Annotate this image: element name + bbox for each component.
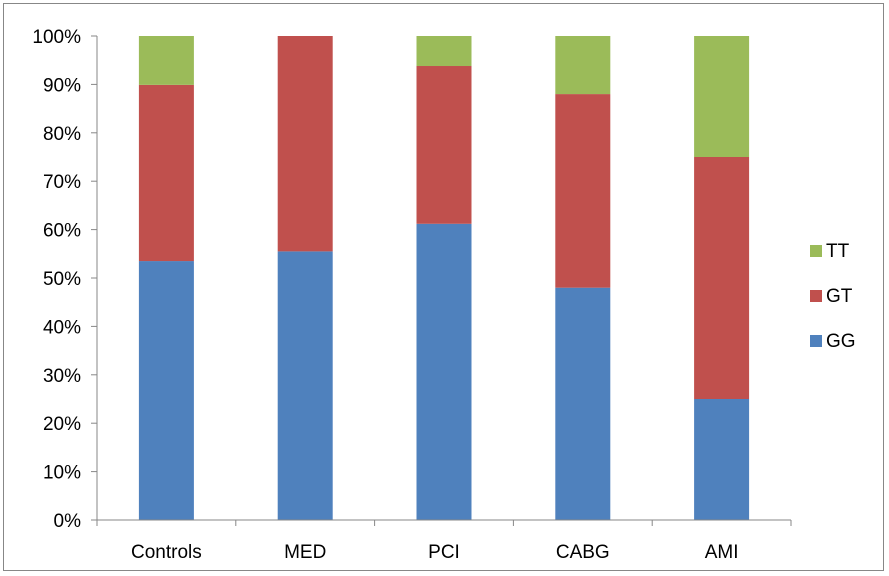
y-tick-label: 50%: [43, 269, 81, 290]
legend-label-gt: GT: [826, 286, 853, 307]
bars-group: [138, 36, 750, 521]
bar-gt-med: [277, 36, 333, 252]
bar-gt-pci: [416, 66, 472, 224]
y-tick-label: 100%: [32, 27, 81, 48]
y-tick-label: 80%: [43, 124, 81, 145]
y-tick-label: 20%: [43, 414, 81, 435]
x-tick-label: Controls: [131, 542, 202, 563]
y-ticks-group: 0% 10% 20% 30% 40% 50% 60% 70% 80% 90% 100%: [32, 27, 81, 532]
bar-tt-ami: [694, 36, 750, 157]
bar-gt-cabg: [555, 94, 611, 288]
legend-swatch-gt: [810, 290, 822, 302]
y-tick-label: 0%: [54, 511, 82, 532]
x-tick-label: AMI: [705, 542, 739, 563]
legend-swatch-tt: [810, 245, 822, 257]
bar-gg-med: [277, 251, 333, 520]
x-tick-label: PCI: [428, 542, 460, 563]
bar-gt-controls: [138, 84, 194, 262]
bar-tt-controls: [138, 36, 194, 85]
bar-gg-ami: [694, 399, 750, 520]
legend: TT GT GG: [810, 241, 856, 352]
bar-gg-cabg: [555, 287, 611, 520]
axes-group: [91, 35, 792, 526]
legend-label-gg: GG: [826, 331, 856, 352]
bar-tt-cabg: [555, 36, 611, 95]
y-tick-label: 30%: [43, 366, 81, 387]
y-tick-label: 90%: [43, 75, 81, 96]
x-tick-label: CABG: [556, 542, 610, 563]
y-tick-label: 60%: [43, 221, 81, 242]
bar-gg-pci: [416, 223, 472, 521]
y-tick-label: 70%: [43, 172, 81, 193]
bar-gt-ami: [694, 157, 750, 399]
legend-swatch-gg: [810, 335, 822, 347]
legend-label-tt: TT: [826, 241, 850, 262]
x-tick-label: MED: [284, 542, 326, 563]
x-ticks-group: Controls MED PCI CABG AMI: [131, 542, 738, 563]
y-tick-label: 40%: [43, 317, 81, 338]
bar-gg-controls: [138, 261, 194, 520]
y-tick-label: 10%: [43, 463, 81, 484]
bar-tt-pci: [416, 36, 472, 67]
